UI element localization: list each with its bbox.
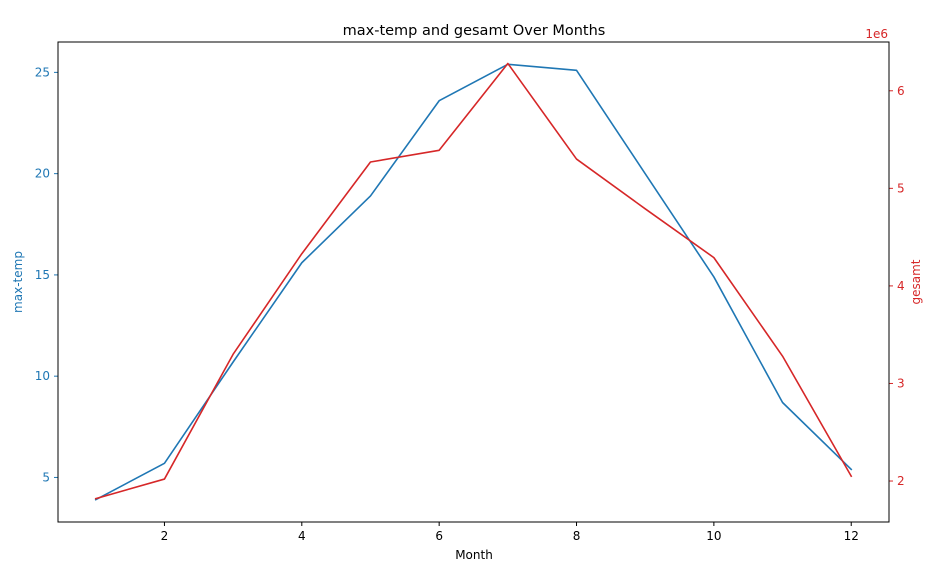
- x-tick-label: 8: [573, 529, 581, 543]
- right-tick-label: 5: [897, 181, 905, 195]
- x-tick-label: 4: [298, 529, 306, 543]
- x-tick-label: 6: [435, 529, 443, 543]
- right-axis-label: gesamt: [909, 259, 923, 304]
- right-tick-label: 6: [897, 84, 905, 98]
- x-tick-label: 12: [844, 529, 859, 543]
- x-tick-label: 10: [706, 529, 721, 543]
- x-axis-label: Month: [455, 548, 493, 562]
- right-tick-label: 4: [897, 279, 905, 293]
- left-tick-label: 25: [35, 65, 50, 79]
- left-tick-label: 20: [35, 167, 50, 181]
- chart-title: max-temp and gesamt Over Months: [343, 23, 606, 39]
- plot-layer: 2 4 6 8 10 12 5 10 15 20 25 2 3 4 5 6: [35, 41, 905, 543]
- right-axis-offset-text: 1e6: [865, 27, 888, 41]
- x-tick-label: 2: [161, 529, 169, 543]
- left-tick-label: 5: [42, 470, 50, 484]
- left-axis-label: max-temp: [11, 251, 25, 313]
- left-tick-label: 10: [35, 369, 50, 383]
- right-tick-label: 2: [897, 474, 905, 488]
- right-tick-label: 3: [897, 376, 905, 390]
- series-line-gesamt: [94, 62, 853, 500]
- plot-frame: [57, 41, 890, 523]
- series-line-max-temp: [94, 63, 853, 501]
- left-tick-label: 15: [35, 268, 50, 282]
